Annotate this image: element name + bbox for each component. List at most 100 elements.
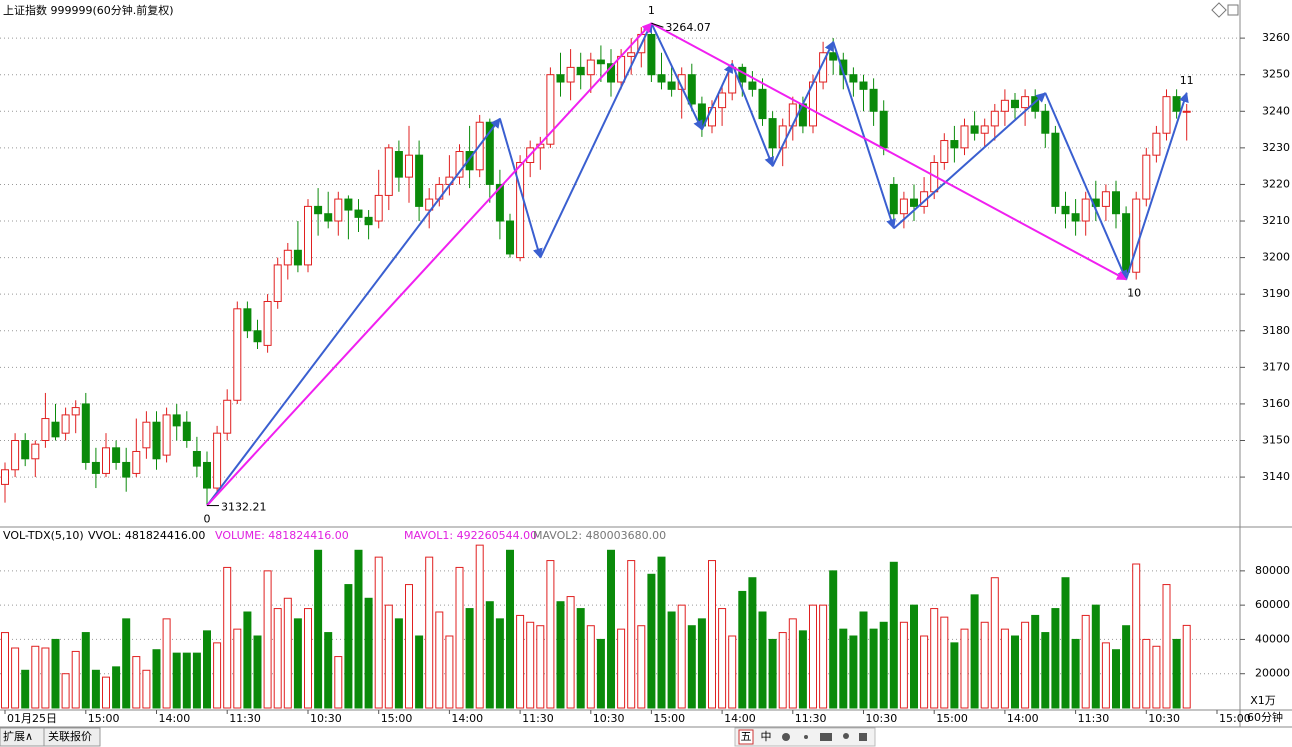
volume-bar — [1132, 563, 1141, 709]
volume-bar — [1051, 608, 1060, 709]
x-tick-label: 01月25日 — [7, 712, 57, 725]
volume-bar — [920, 635, 929, 709]
volume-bar — [556, 601, 565, 709]
candle-body — [51, 421, 60, 438]
candle-body — [1071, 213, 1080, 222]
candle-body — [980, 125, 989, 134]
volume-bar — [899, 621, 908, 709]
candle-body — [607, 63, 615, 83]
chart-title: 上证指数 999999(60分钟.前复权) — [3, 3, 174, 17]
volume-bar — [41, 647, 50, 709]
tool-button[interactable] — [738, 729, 754, 745]
candle-body — [213, 432, 222, 489]
x-tick-label: 11:30 — [229, 712, 261, 725]
volume-bar — [677, 604, 686, 709]
volume-bar — [405, 584, 413, 709]
volume-bar — [788, 618, 797, 709]
volume-bar — [71, 650, 80, 709]
tool-label[interactable]: 中 — [761, 730, 772, 743]
icon[interactable] — [1211, 2, 1227, 18]
candle-body — [879, 110, 888, 149]
volume-bar — [152, 649, 161, 709]
volume-bar — [738, 590, 747, 709]
tool-icon[interactable] — [859, 733, 867, 741]
x-tick-label: 11:30 — [522, 712, 554, 725]
candle-body — [172, 414, 181, 427]
unit-label: X1万 — [1250, 694, 1276, 707]
volume-bar — [778, 632, 787, 709]
tab-label[interactable]: 关联报价 — [48, 729, 92, 743]
y-tick-label: 3140 — [1262, 470, 1290, 483]
candle-body — [41, 418, 50, 441]
icon[interactable] — [1227, 4, 1239, 16]
candle-body — [647, 33, 656, 76]
volume-bar — [667, 611, 676, 709]
volume-bar — [1031, 614, 1040, 709]
volume-bar — [546, 560, 555, 709]
candle-body — [31, 443, 40, 460]
candle-body — [182, 421, 191, 442]
volume-bar — [758, 611, 767, 709]
volume-bar — [930, 608, 939, 709]
period-label: 60分钟 — [1247, 710, 1283, 724]
candle-body — [586, 59, 595, 76]
volume-bar — [748, 577, 757, 709]
zigzag-segment — [206, 117, 501, 507]
x-tick-label: 10:30 — [310, 712, 342, 725]
volume-bar — [980, 621, 989, 709]
volume-bar — [1091, 604, 1100, 709]
candle-body — [102, 447, 110, 474]
volume-bar — [647, 573, 656, 709]
candle-body — [950, 140, 959, 149]
candle-body — [546, 74, 555, 145]
tool-icon[interactable] — [843, 733, 849, 739]
x-tick-label: 10:30 — [1148, 712, 1180, 725]
candle-body — [566, 66, 575, 83]
volume-bar — [495, 618, 504, 709]
volume-header: VOLUME: 481824416.00 — [215, 529, 349, 542]
volume-bar — [809, 604, 817, 709]
price-label: 3264.07 — [665, 21, 711, 34]
tool-label[interactable]: 五 — [741, 730, 752, 743]
volume-bar — [475, 544, 484, 709]
x-tick-label: 14:00 — [451, 712, 483, 725]
price-label: 3132.21 — [221, 501, 267, 514]
candle-body — [324, 213, 333, 222]
y-tick-label: 3200 — [1262, 251, 1290, 264]
y-tick-label: 3170 — [1262, 360, 1290, 373]
volume-bar — [1152, 645, 1161, 709]
candle-body — [1112, 191, 1120, 215]
volume-bar — [526, 621, 535, 709]
candle-body — [354, 209, 363, 218]
candle-body — [667, 81, 676, 90]
candle-body — [899, 198, 908, 215]
volume-bar — [324, 632, 333, 709]
y-tick-label: 3220 — [1262, 177, 1290, 190]
volume-bar — [1061, 577, 1070, 709]
candle-body — [485, 121, 494, 185]
tool-icon[interactable] — [820, 733, 832, 741]
candle-body — [1081, 198, 1090, 222]
y-tick-label: 3150 — [1262, 434, 1290, 447]
tool-icon[interactable] — [804, 735, 808, 739]
volume-bar — [516, 614, 525, 709]
zigzag-segment — [539, 22, 653, 259]
candle-body — [81, 403, 90, 463]
candle-body — [405, 154, 413, 178]
x-tick-label: 10:30 — [593, 712, 625, 725]
volume-bar — [21, 669, 30, 709]
candle-body — [748, 81, 757, 90]
volume-bar — [1021, 621, 1030, 709]
volume-bar — [213, 642, 222, 709]
tab[interactable] — [43, 727, 101, 747]
volume-header: MAVOL1: 492260544.00 — [404, 529, 537, 542]
volume-bar — [990, 577, 999, 709]
y-tick-label: 3210 — [1262, 214, 1290, 227]
price-pointer — [651, 22, 664, 28]
candle-body — [465, 151, 474, 171]
volume-bar — [263, 570, 272, 709]
tool-icon[interactable] — [782, 733, 790, 741]
volume-bar — [344, 584, 353, 709]
volume-bar — [334, 656, 343, 709]
tab-label[interactable]: 扩展∧ — [3, 729, 33, 743]
